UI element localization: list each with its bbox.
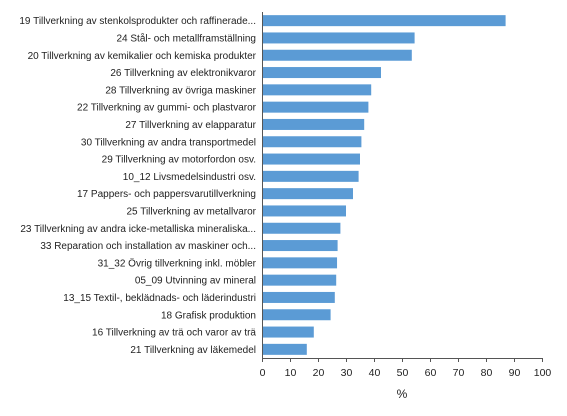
bar: [262, 257, 338, 269]
category-label: 31_32 Övrig tillverkning inkl. möbler: [98, 257, 257, 269]
x-axis-ticks: 0 10 20 30 40 50 60 70 80 90 100: [260, 358, 552, 379]
category-label: 18 Grafisk produktion: [161, 310, 256, 321]
bar: [262, 15, 506, 27]
x-tick-label: 90: [509, 367, 521, 379]
bar: [262, 32, 415, 44]
bar: [262, 136, 362, 148]
category-label: 28 Tillverkning av övriga maskiner: [105, 85, 256, 96]
category-label: 10_12 Livsmedelsindustri osv.: [123, 172, 256, 183]
category-label: 17 Pappers- och pappersvarutillverkning: [77, 189, 256, 200]
x-tick-label: 0: [260, 367, 266, 379]
bar: [262, 101, 369, 113]
category-label: 16 Tillverkning av trä och varor av trä: [92, 328, 256, 339]
x-tick-label: 60: [425, 367, 437, 379]
category-label: 23 Tillverkning av andra icke-metalliska…: [20, 224, 256, 235]
bar: [262, 118, 365, 130]
bar: [262, 222, 341, 234]
category-label: 27 Tillverkning av elapparatur: [125, 120, 256, 131]
x-tick-label: 30: [341, 367, 353, 379]
x-tick-label: 100: [534, 367, 552, 379]
category-label: 33 Reparation och installation av maskin…: [40, 241, 256, 252]
bar: [262, 84, 372, 96]
category-label: 20 Tillverkning av kemikalier och kemisk…: [28, 51, 257, 62]
bar: [262, 205, 346, 217]
category-labels: 19 Tillverkning av stenkolsprodukter och…: [19, 16, 256, 356]
x-tick-label: 70: [453, 367, 465, 379]
bar: [262, 170, 359, 182]
x-tick-label: 40: [369, 367, 381, 379]
category-label: 29 Tillverkning av motorfordon osv.: [102, 155, 256, 166]
bar: [262, 291, 335, 303]
category-label: 25 Tillverkning av metallvaror: [127, 206, 257, 217]
bar: [262, 240, 338, 252]
bar: [262, 49, 412, 61]
category-label: 13_15 Textil-, beklädnads- och läderindu…: [63, 293, 256, 304]
bar: [262, 153, 360, 165]
bar: [262, 343, 307, 355]
bar: [262, 67, 381, 79]
x-axis-title: %: [397, 387, 408, 401]
x-tick-label: 20: [313, 367, 325, 379]
category-label: 05_09 Utvinning av mineral: [135, 276, 256, 287]
category-label: 19 Tillverkning av stenkolsprodukter och…: [19, 16, 256, 27]
bar: [262, 274, 337, 286]
category-label: 22 Tillverkning av gummi- och plastvaror: [77, 103, 257, 114]
bars-layer: [262, 15, 506, 355]
category-label: 21 Tillverkning av läkemedel: [130, 345, 256, 356]
x-tick-label: 50: [397, 367, 409, 379]
category-label: 26 Tillverkning av elektronikvaror: [110, 68, 256, 79]
category-label: 30 Tillverkning av andra transportmedel: [81, 137, 256, 148]
bar: [262, 309, 331, 321]
category-label: 24 Stål- och metallframställning: [116, 32, 256, 44]
bar: [262, 326, 314, 338]
x-tick-label: 10: [285, 367, 297, 379]
bar: [262, 188, 353, 200]
x-tick-label: 80: [481, 367, 493, 379]
